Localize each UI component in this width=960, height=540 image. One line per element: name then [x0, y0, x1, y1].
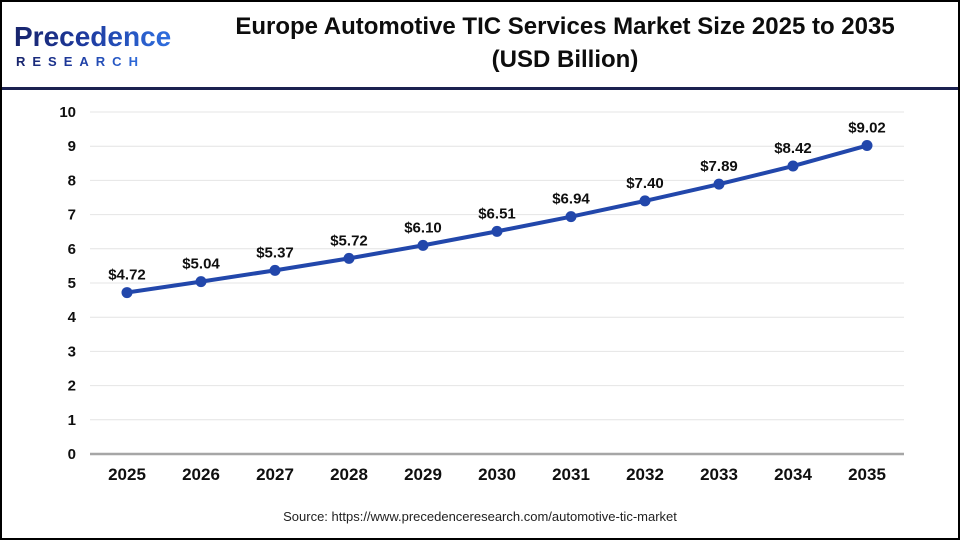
y-tick-label: 3: [68, 343, 76, 360]
data-point: [269, 264, 281, 276]
x-tick-label: 2029: [404, 465, 442, 484]
y-tick-label: 4: [68, 309, 77, 326]
header: Precedence RESEARCH Europe Automotive TI…: [2, 2, 958, 90]
y-tick-label: 6: [68, 241, 76, 258]
data-point: [343, 252, 355, 264]
data-point-label: $8.42: [774, 140, 812, 157]
data-point-label: $7.40: [626, 175, 664, 192]
y-tick-label: 2: [68, 378, 76, 395]
data-point: [861, 140, 873, 152]
x-tick-label: 2030: [478, 465, 516, 484]
logo-svg: Precedence RESEARCH: [14, 21, 171, 69]
data-point-label: $6.51: [478, 205, 516, 222]
data-point: [491, 225, 503, 237]
precedence-research-logo: Precedence RESEARCH: [14, 10, 194, 78]
y-tick-label: 5: [68, 275, 76, 292]
data-point: [195, 276, 207, 288]
logo-subtext: RESEARCH: [16, 54, 145, 69]
data-point: [639, 195, 651, 207]
data-point: [713, 178, 725, 190]
chart-area: 0 1 2 3 4 5 6 7 8 9 10 $4.72 2025 $5.04 2026 $5.37 2027 $…: [2, 92, 958, 504]
data-point: [417, 239, 429, 251]
page-title-line1: Europe Automotive TIC Services Market Si…: [235, 13, 895, 40]
x-tick-label: 2028: [330, 465, 368, 484]
market-chart-svg: 0 1 2 3 4 5 6 7 8 9 10 $4.72 2025 $5.04 2026 $5.37 2027 $…: [59, 104, 904, 484]
y-tick-label: 8: [68, 172, 76, 189]
data-point-label: $5.37: [256, 244, 294, 261]
logo-wordmark: Precedence: [14, 21, 171, 52]
data-point-label: $5.72: [330, 232, 368, 249]
x-tick-label: 2025: [108, 465, 146, 484]
source-text: Source: https://www.precedenceresearch.c…: [283, 509, 677, 524]
data-point-label: $6.10: [404, 219, 442, 236]
data-point-label: $4.72: [108, 267, 146, 284]
page-title-line2: (USD Billion): [491, 46, 639, 73]
data-point: [121, 287, 133, 299]
x-tick-label: 2027: [256, 465, 294, 484]
x-tick-label: 2034: [774, 465, 812, 484]
y-tick-label: 0: [68, 446, 76, 463]
x-tick-label: 2032: [626, 465, 664, 484]
data-point-label: $6.94: [552, 191, 590, 208]
data-point: [787, 160, 799, 172]
x-tick-label: 2031: [552, 465, 590, 484]
data-point: [565, 211, 577, 223]
data-point-label: $5.04: [182, 256, 220, 273]
x-tick-label: 2026: [182, 465, 220, 484]
data-point-label: $9.02: [848, 120, 886, 137]
y-tick-label: 10: [59, 104, 76, 121]
y-tick-label: 9: [68, 138, 76, 155]
y-tick-label: 1: [68, 412, 76, 429]
x-tick-label: 2035: [848, 465, 886, 484]
x-tick-label: 2033: [700, 465, 738, 484]
y-tick-label: 7: [68, 207, 76, 224]
page-title: Europe Automotive TIC Services Market Si…: [182, 10, 948, 76]
data-point-label: $7.89: [700, 158, 738, 175]
